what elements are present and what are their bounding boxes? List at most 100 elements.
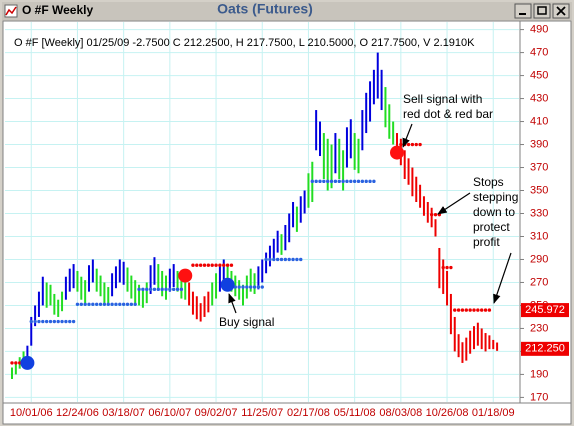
buy-stop-dot — [106, 302, 110, 307]
x-tick-label: 11/25/07 — [241, 407, 283, 419]
sell-stop-dot — [483, 308, 488, 312]
buy-stop-dot — [260, 285, 264, 289]
sell-stop-dot — [433, 212, 438, 217]
sell-stop-dot — [410, 142, 415, 147]
buy-stop-dot — [156, 287, 160, 292]
buy-stop-dot — [329, 179, 334, 184]
y-tick-label: 310 — [530, 230, 548, 242]
info-line: O #F [Weekly] 01/25/09 -2.7500 C 212.250… — [14, 37, 475, 49]
y-tick-label: 470 — [530, 46, 548, 58]
sell-stop-dot — [460, 308, 465, 312]
sell-stop-dot — [206, 263, 211, 267]
price-label-box — [521, 303, 569, 318]
buy-stop-dot — [333, 179, 338, 184]
buy-stop-dot — [252, 285, 257, 289]
x-tick-label: 12/24/06 — [56, 407, 99, 419]
sell-stop-dot — [214, 263, 218, 267]
buy-stop-dot — [83, 302, 87, 307]
sell-stop-dot — [210, 263, 214, 267]
sell-stop-dot — [218, 263, 222, 267]
buy-stop-dot — [268, 257, 272, 262]
title-bar — [2, 2, 572, 20]
buy-stop-dot — [168, 287, 172, 292]
buy-stop-dot — [29, 319, 33, 324]
buy-stop-dot — [133, 302, 137, 307]
window-buttons[interactable] — [514, 3, 570, 19]
buy-signal — [20, 355, 35, 370]
buy-stop-dot — [129, 302, 134, 307]
buy-stop-dot — [145, 287, 149, 292]
y-tick-label: 330 — [530, 207, 548, 219]
buy-stop-dot — [237, 285, 241, 289]
buy-stop-dot — [160, 287, 164, 292]
buy-stop-dot — [310, 179, 314, 184]
annotation-arrow — [493, 252, 512, 304]
sell-stop-dot — [445, 265, 449, 270]
buy-stop-dot — [245, 285, 249, 289]
buy-stop-dot — [148, 287, 153, 292]
y-tick-label: 370 — [530, 161, 548, 173]
x-tick-label: 01/18/09 — [472, 407, 515, 419]
annotation: Sell signal with — [403, 92, 482, 106]
sell-stop-dot — [464, 308, 468, 312]
sell-stop-dot — [429, 212, 434, 217]
buy-stop-dot — [256, 285, 261, 289]
chart-title: Oats (Futures) — [217, 1, 313, 17]
sell-stop-dot — [449, 265, 453, 270]
x-tick-label: 10/26/08 — [426, 407, 469, 419]
annotation: protect — [473, 220, 510, 234]
buy-stop-dot — [114, 302, 118, 307]
sell-stop-dot — [418, 142, 422, 147]
x-tick-label: 03/18/07 — [102, 407, 145, 419]
buy-stop-dot — [91, 302, 95, 307]
buy-stop-dot — [75, 302, 80, 307]
y-tick-label: 190 — [530, 368, 548, 380]
buy-stop-dot — [314, 179, 318, 184]
buy-stop-dot — [249, 285, 253, 289]
y-tick-label: 410 — [530, 115, 548, 127]
sell-stop-dot — [399, 142, 403, 147]
maximize-button[interactable] — [533, 3, 551, 19]
sell-stop-dot — [406, 142, 411, 147]
sell-stop-dot — [198, 263, 203, 267]
sell-signal — [390, 145, 404, 160]
buy-stop-dot — [71, 319, 76, 324]
y-tick-label: 490 — [530, 24, 548, 36]
buy-stop-dot — [341, 179, 345, 184]
sell-stop-dot — [456, 308, 461, 312]
sell-stop-dot — [14, 361, 18, 365]
buy-signal — [220, 277, 235, 292]
sell-stop-dot — [229, 263, 234, 267]
buy-stop-dot — [241, 285, 245, 289]
sell-stop-dot — [441, 265, 445, 270]
x-tick-label: 02/17/08 — [287, 407, 330, 419]
buy-stop-dot — [318, 179, 322, 184]
buy-stop-dot — [125, 302, 130, 307]
y-tick-label: 430 — [530, 92, 548, 104]
buy-stop-dot — [44, 319, 49, 324]
x-tick-label: 08/03/08 — [379, 407, 422, 419]
buy-stop-dot — [279, 257, 284, 262]
chart-area — [2, 20, 572, 425]
buy-stop-dot — [37, 319, 41, 324]
buy-stop-dot — [179, 287, 184, 292]
close-glyph — [556, 6, 566, 16]
annotation: profit — [473, 235, 500, 249]
sell-stop-dot — [480, 308, 484, 312]
buy-stop-dot — [175, 287, 180, 292]
x-tick-label: 05/11/08 — [334, 407, 376, 419]
buy-stop-dot — [283, 257, 288, 262]
buy-stop-dot — [275, 257, 280, 262]
sell-stop-dot — [195, 263, 199, 267]
minimize-button[interactable] — [514, 3, 532, 19]
sell-stop-dot — [202, 263, 207, 267]
annotation-arrow — [228, 293, 237, 314]
buy-stop-dot — [110, 302, 114, 307]
buy-stop-dot — [152, 287, 157, 292]
sell-stop-dot — [453, 308, 457, 312]
buy-stop-dot — [272, 257, 276, 262]
buy-stop-dot — [233, 285, 237, 289]
buy-stop-dot — [360, 179, 365, 184]
